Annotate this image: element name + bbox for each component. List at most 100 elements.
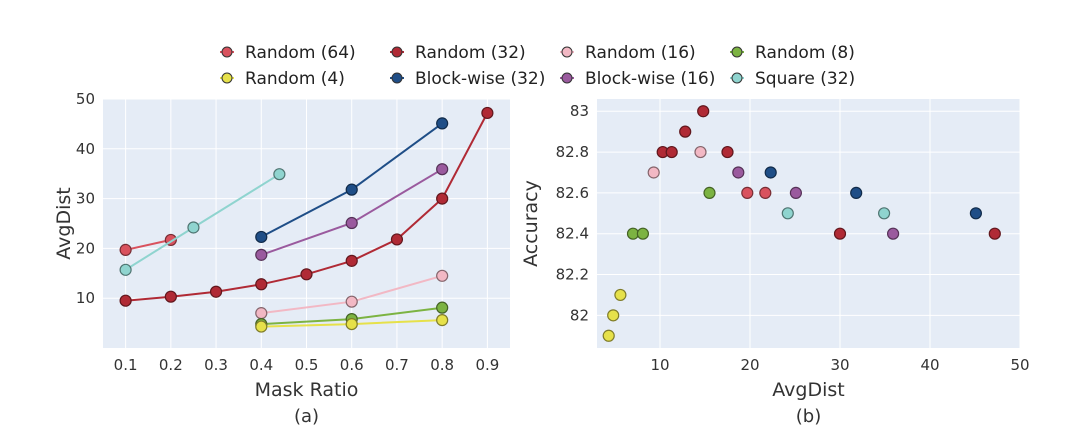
legend-item-random-16[interactable]: Random (16) <box>560 43 696 63</box>
x-tick-label: 0.7 <box>385 356 409 374</box>
x-tick-label: 20 <box>740 356 759 374</box>
data-point <box>732 166 745 179</box>
series-random-16 <box>647 145 707 179</box>
legend-item-random-4[interactable]: Random (4) <box>220 69 345 89</box>
data-point <box>647 166 660 179</box>
x-tick-label: 0.1 <box>114 356 138 374</box>
data-point <box>436 192 449 205</box>
x-tick-label: 30 <box>830 356 849 374</box>
series-square-32 <box>781 207 891 220</box>
series-random-4 <box>255 314 449 333</box>
data-point <box>436 314 449 327</box>
legend-label: Square (32) <box>755 69 855 89</box>
legend-item-square-32[interactable]: Square (32) <box>730 69 855 89</box>
legend-item-random-32[interactable]: Random (32) <box>390 43 526 63</box>
y-tick-label: 82.6 <box>556 184 589 202</box>
data-point <box>345 317 358 331</box>
legend-marker <box>221 72 233 84</box>
data-point <box>636 227 650 240</box>
x-axis-title: AvgDist <box>772 379 844 401</box>
legend-marker <box>391 46 403 58</box>
data-point <box>345 254 358 267</box>
data-point <box>255 307 268 320</box>
x-tick-label: 0.6 <box>340 356 364 374</box>
legend-item-block-wise-16[interactable]: Block-wise (16) <box>560 69 715 89</box>
data-point <box>694 145 707 159</box>
data-point <box>255 230 268 244</box>
legend-item-random-8[interactable]: Random (8) <box>730 43 855 63</box>
legend: Random (64) Random (32) Random (16) Random … <box>220 43 855 89</box>
panel-b: 10 20 30 40 50 82 82.2 82.4 82.6 82.8 83 AvgDist Acc… <box>520 99 1030 427</box>
data-point <box>703 186 716 199</box>
data-point <box>119 243 132 256</box>
legend-label: Random (16) <box>585 43 696 63</box>
x-tick-label: 0.2 <box>159 356 183 374</box>
y-tick-label: 20 <box>76 239 95 257</box>
data-point <box>833 227 847 240</box>
data-point <box>789 186 803 199</box>
legend-label: Random (8) <box>755 43 855 63</box>
series-random-4 <box>602 288 627 342</box>
data-point <box>697 105 710 118</box>
data-point <box>850 186 863 199</box>
legend-label: Block-wise (32) <box>415 69 545 89</box>
series-square-32 <box>119 168 286 276</box>
data-point <box>300 268 313 281</box>
x-tick-label: 0.4 <box>249 356 273 374</box>
y-tick-label: 40 <box>76 140 95 158</box>
y-tick-label: 82.4 <box>556 225 589 243</box>
series-random-16 <box>255 269 449 320</box>
data-point <box>607 309 620 322</box>
data-point <box>602 329 615 342</box>
legend-marker <box>731 72 743 84</box>
y-tick-label: 82.2 <box>556 266 589 284</box>
data-point <box>345 216 358 230</box>
series-random-32 <box>656 105 1001 240</box>
data-point <box>187 221 200 234</box>
data-point <box>345 183 358 196</box>
data-point <box>614 288 627 302</box>
legend-item-random-64[interactable]: Random (64) <box>220 43 356 63</box>
data-point <box>255 320 268 333</box>
x-tick-label: 0.3 <box>204 356 228 374</box>
plot-area <box>597 99 1020 348</box>
data-point <box>741 186 754 199</box>
panel-a: 0.1 0.2 0.3 0.4 0.5 0.6 0.7 0.8 0.9 10 20 30 40 50 Mas… <box>53 90 510 427</box>
data-point <box>345 295 358 308</box>
y-tick-label: 83 <box>570 102 589 120</box>
legend-item-block-wise-32[interactable]: Block-wise (32) <box>390 69 545 89</box>
data-point <box>209 285 223 298</box>
data-point <box>969 207 983 220</box>
x-tick-label: 50 <box>1010 356 1029 374</box>
gridlines <box>597 99 1021 348</box>
legend-marker <box>561 72 573 84</box>
data-point <box>764 166 777 179</box>
legend-label: Random (4) <box>245 69 345 89</box>
y-tick-label: 30 <box>76 190 95 208</box>
x-tick-label: 10 <box>650 356 669 374</box>
y-tick-label: 10 <box>76 289 95 307</box>
data-point <box>877 207 891 220</box>
y-axis-title: Accuracy <box>520 180 542 267</box>
data-point <box>886 227 900 240</box>
data-point <box>255 278 268 291</box>
data-point <box>679 125 692 138</box>
x-tick-label: 0.8 <box>430 356 454 374</box>
y-tick-label: 82 <box>570 306 589 324</box>
series-random-8 <box>626 186 716 240</box>
y-tick-label: 50 <box>76 90 95 108</box>
data-point <box>119 294 132 307</box>
legend-label: Random (32) <box>415 43 526 63</box>
data-point <box>390 233 404 246</box>
legend-label: Random (64) <box>245 43 356 63</box>
series-block-wise-32 <box>764 166 983 220</box>
data-point <box>436 163 449 176</box>
legend-marker <box>731 46 743 58</box>
data-point <box>988 227 1001 240</box>
legend-marker <box>561 46 573 58</box>
data-point <box>721 145 734 159</box>
y-axis-title: AvgDist <box>53 187 75 259</box>
series-block-wise-16 <box>732 166 900 240</box>
data-point <box>119 263 132 276</box>
